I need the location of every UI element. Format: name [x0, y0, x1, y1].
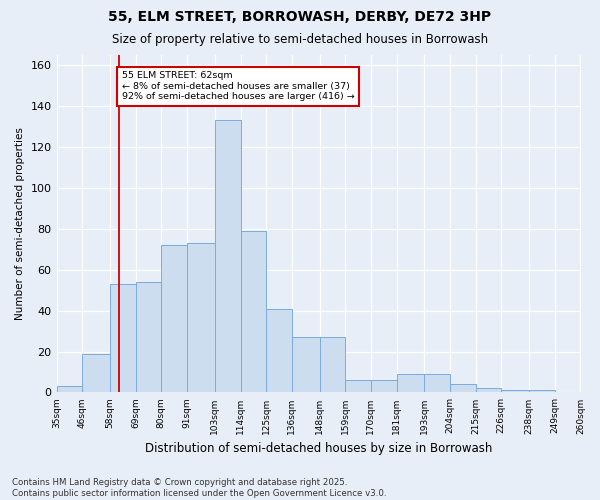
- Bar: [346, 380, 371, 392]
- Bar: [161, 245, 187, 392]
- Bar: [266, 308, 292, 392]
- Bar: [397, 374, 424, 392]
- Text: Size of property relative to semi-detached houses in Borrowash: Size of property relative to semi-detach…: [112, 32, 488, 46]
- Bar: [215, 120, 241, 392]
- Bar: [529, 390, 555, 392]
- Bar: [476, 388, 502, 392]
- Bar: [241, 231, 266, 392]
- Y-axis label: Number of semi-detached properties: Number of semi-detached properties: [15, 128, 25, 320]
- Text: Contains HM Land Registry data © Crown copyright and database right 2025.
Contai: Contains HM Land Registry data © Crown c…: [12, 478, 386, 498]
- Bar: [371, 380, 397, 392]
- Bar: [82, 354, 110, 393]
- Bar: [136, 282, 161, 393]
- Bar: [450, 384, 476, 392]
- Bar: [502, 390, 529, 392]
- Bar: [56, 386, 82, 392]
- Bar: [292, 337, 320, 392]
- Bar: [110, 284, 136, 393]
- Bar: [424, 374, 450, 392]
- Text: 55 ELM STREET: 62sqm
← 8% of semi-detached houses are smaller (37)
92% of semi-d: 55 ELM STREET: 62sqm ← 8% of semi-detach…: [122, 72, 355, 101]
- X-axis label: Distribution of semi-detached houses by size in Borrowash: Distribution of semi-detached houses by …: [145, 442, 492, 455]
- Bar: [187, 243, 215, 392]
- Text: 55, ELM STREET, BORROWASH, DERBY, DE72 3HP: 55, ELM STREET, BORROWASH, DERBY, DE72 3…: [109, 10, 491, 24]
- Bar: [320, 337, 346, 392]
